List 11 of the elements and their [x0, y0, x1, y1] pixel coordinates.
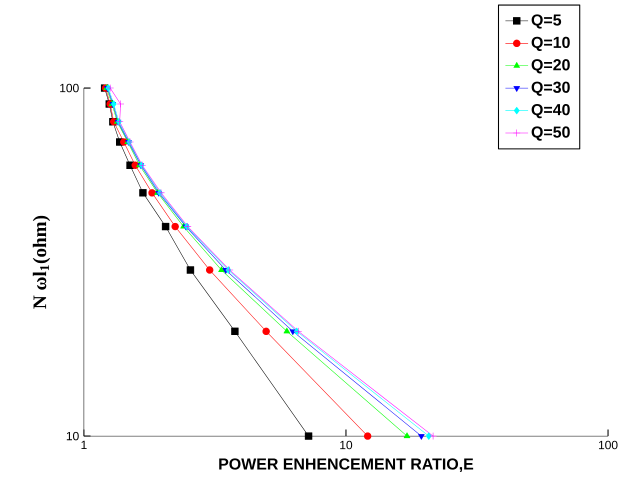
legend-label: Q=40	[532, 104, 570, 118]
legend-label: Q=50	[532, 126, 570, 141]
x-tick-label: 100	[598, 440, 618, 450]
legend-label: Q=10	[532, 36, 570, 51]
y-axis-title: N ωl$_{1}$(ohm)	[32, 216, 50, 309]
x-tick-label: 1	[81, 440, 87, 449]
x-axis-title: POWER ENHENCEMENT RATIO,E	[219, 458, 474, 472]
x-tick-label: 10	[340, 440, 352, 450]
legend-label: Q=20	[532, 59, 570, 74]
legend-label: Q=5	[532, 14, 562, 29]
legend-label: Q=30	[532, 82, 570, 96]
